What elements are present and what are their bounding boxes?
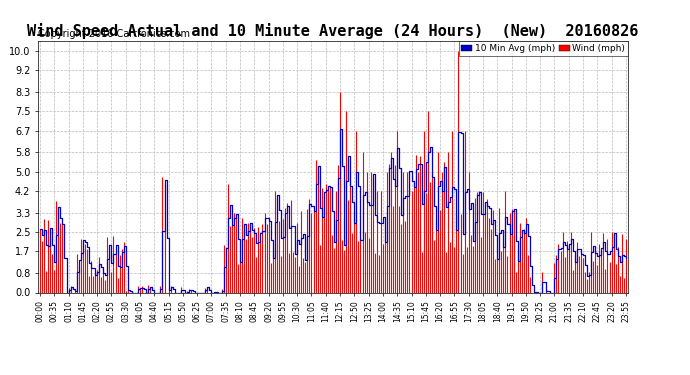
Legend: 10 Min Avg (mph), Wind (mph): 10 Min Avg (mph), Wind (mph) — [459, 41, 628, 56]
Text: Copyright 2016 Cartronics.com: Copyright 2016 Cartronics.com — [38, 29, 190, 39]
Title: Wind Speed Actual and 10 Minute Average (24 Hours)  (New)  20160826: Wind Speed Actual and 10 Minute Average … — [27, 23, 639, 39]
